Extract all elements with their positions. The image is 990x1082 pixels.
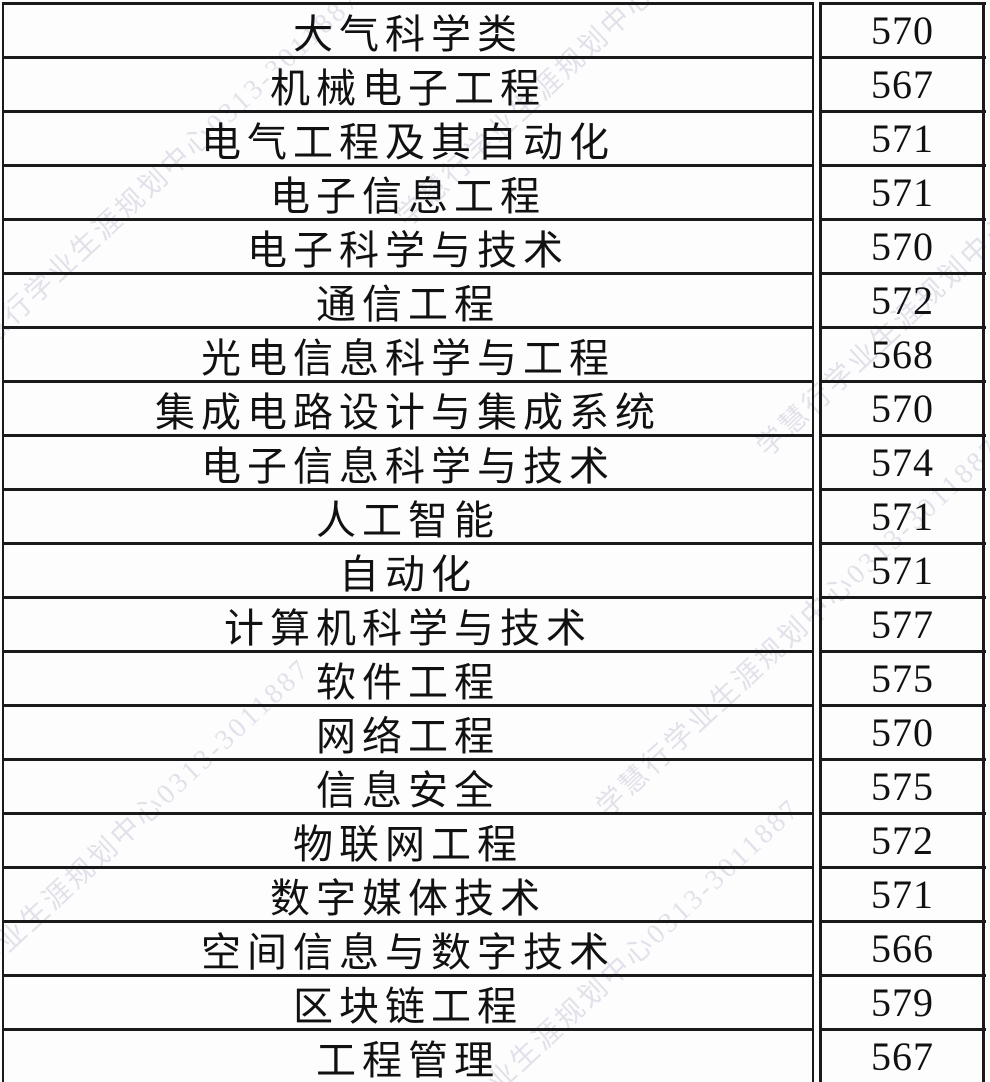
score-cell: 579 [819,977,986,1031]
major-cell: 电子信息工程 [2,167,814,221]
score-cell: 577 [819,599,986,653]
major-cell: 数字媒体技术 [2,869,814,923]
major-column-right-border [812,2,814,1082]
score-cell: 571 [819,113,986,167]
major-cell: 电气工程及其自动化 [2,113,814,167]
major-cell: 物联网工程 [2,815,814,869]
score-column-right-border [982,2,985,1082]
score-cell: 575 [819,761,986,815]
score-column: 570 567 571 571 570 572 568 570 574 571 571 577 575 5… [819,2,986,1082]
score-cell: 568 [819,329,986,383]
score-cell: 567 [819,59,986,113]
score-column-left-border [819,2,822,1082]
score-cell: 572 [819,275,986,329]
major-cell: 网络工程 [2,707,814,761]
score-cell: 572 [819,815,986,869]
major-cell: 集成电路设计与集成系统 [2,383,814,437]
major-cell: 光电信息科学与工程 [2,329,814,383]
score-cell: 567 [819,1031,986,1082]
score-cell: 571 [819,167,986,221]
major-cell: 信息安全 [2,761,814,815]
score-cell: 570 [819,383,986,437]
major-cell: 机械电子工程 [2,59,814,113]
major-cell: 人工智能 [2,491,814,545]
score-cell: 574 [819,437,986,491]
major-cell: 电子科学与技术 [2,221,814,275]
score-cell: 571 [819,545,986,599]
table-left-border [2,2,4,1082]
score-cell: 566 [819,923,986,977]
major-cell: 电子信息科学与技术 [2,437,814,491]
major-cell: 工程管理 [2,1031,814,1082]
score-cell: 570 [819,5,986,59]
major-cell: 软件工程 [2,653,814,707]
score-cell: 575 [819,653,986,707]
major-column: 大气科学类 机械电子工程 电气工程及其自动化 电子信息工程 电子科学与技术 通信工程 光电信… [2,2,814,1082]
score-cell: 571 [819,869,986,923]
major-cell: 大气科学类 [2,5,814,59]
major-cell: 空间信息与数字技术 [2,923,814,977]
score-cell: 570 [819,221,986,275]
major-cell: 通信工程 [2,275,814,329]
score-cell: 571 [819,491,986,545]
major-cell: 计算机科学与技术 [2,599,814,653]
score-cell: 570 [819,707,986,761]
major-cell: 区块链工程 [2,977,814,1031]
major-cell: 自动化 [2,545,814,599]
